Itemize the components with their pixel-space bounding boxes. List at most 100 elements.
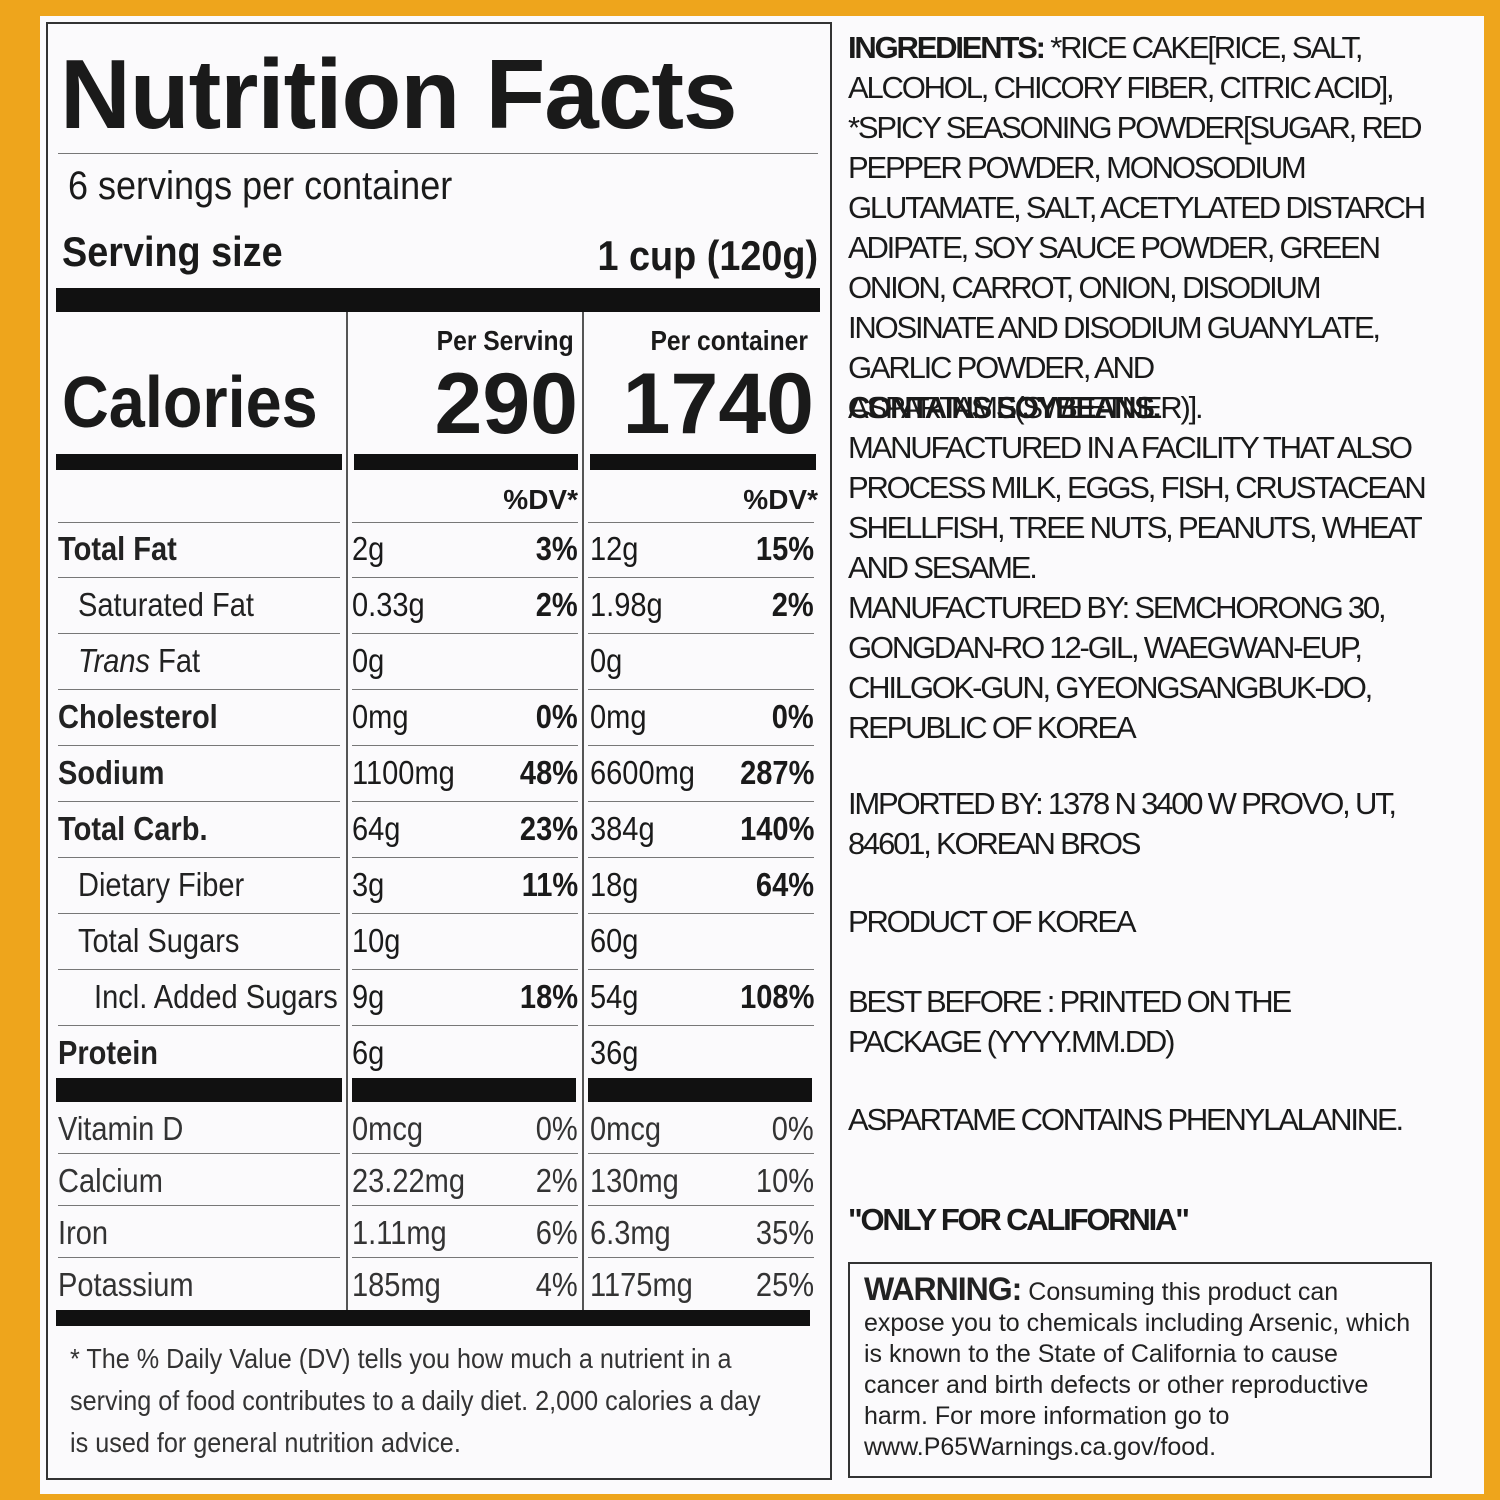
ingredients-text: *RICE CAKE[RICE, SALT, ALCOHOL, CHICORY …	[848, 30, 1426, 425]
rule	[352, 522, 578, 523]
rule	[588, 633, 814, 634]
percent: 4%	[536, 1266, 578, 1303]
facility: MANUFACTURED IN A FACILITY THAT ALSO PRO…	[848, 430, 1427, 585]
calories-label: Calories	[62, 363, 318, 443]
rule	[352, 745, 578, 746]
calories-container: 1740	[622, 356, 814, 452]
amount: 2g	[352, 530, 385, 567]
percent: 2%	[536, 1162, 578, 1199]
dv-header: %DV*	[743, 484, 818, 515]
warning-label: WARNING:	[864, 1271, 1022, 1307]
rule	[58, 153, 818, 154]
rule	[588, 1257, 814, 1258]
row-label: Total Carb.	[58, 810, 208, 847]
rule	[352, 633, 578, 634]
amount: 0mg	[590, 698, 647, 735]
aspartame: ASPARTAME CONTAINS PHENYLALANINE.	[848, 1102, 1404, 1137]
percent: 0%	[536, 698, 578, 735]
percent: 0%	[772, 1110, 814, 1147]
serving-size-label: Serving size	[62, 228, 283, 275]
rule	[58, 913, 340, 914]
title: Nutrition Facts	[60, 39, 737, 149]
ingredients: INGREDIENTS: *RICE CAKE[RICE, SALT, ALCO…	[848, 28, 1468, 425]
bar	[588, 1078, 812, 1102]
info-column: INGREDIENTS: *RICE CAKE[RICE, SALT, ALCO…	[848, 28, 1468, 1240]
row-label: Vitamin D	[58, 1110, 184, 1147]
amount: 1100mg	[352, 754, 455, 791]
amount: 130mg	[590, 1162, 679, 1199]
rule	[58, 1153, 340, 1154]
row-label: Dietary Fiber	[78, 866, 245, 903]
thick-bar	[56, 288, 820, 312]
row-label: Trans Fat	[78, 642, 200, 680]
rule	[58, 801, 340, 802]
rule	[352, 913, 578, 914]
row-label: Protein	[58, 1034, 159, 1071]
amount: 6600mg	[590, 754, 695, 791]
rule	[352, 577, 578, 578]
rule	[58, 857, 340, 858]
row-label: Sodium	[58, 754, 165, 791]
rule	[588, 689, 814, 690]
row-label: Incl. Added Sugars	[94, 978, 338, 1015]
amount: 6.3mg	[590, 1214, 671, 1251]
rule	[58, 745, 340, 746]
rule	[58, 633, 340, 634]
row-label: Total Sugars	[78, 922, 240, 959]
bar	[352, 1078, 576, 1102]
amount: 60g	[590, 922, 639, 959]
rule	[588, 801, 814, 802]
percent: 18%	[519, 978, 578, 1015]
rule	[352, 1257, 578, 1258]
rule	[58, 969, 340, 970]
percent: 35%	[755, 1214, 814, 1251]
row-label-text: Fat	[158, 642, 201, 679]
row-label: Calcium	[58, 1162, 163, 1199]
percent: 11%	[521, 866, 578, 903]
amount: 0g	[352, 642, 385, 679]
rule	[588, 522, 814, 523]
ingredients-label: INGREDIENTS:	[848, 30, 1046, 65]
amount: 6g	[352, 1034, 385, 1071]
amount: 0mcg	[590, 1110, 662, 1147]
rule	[58, 577, 340, 578]
percent: 25%	[755, 1266, 814, 1303]
rule	[352, 1025, 578, 1026]
warning-text: Consuming this product can expose you to…	[864, 1278, 1411, 1461]
amount: 1.98g	[590, 586, 663, 623]
amount: 64g	[352, 810, 401, 847]
serving-size: 1 cup (120g)	[597, 232, 818, 279]
contains: CONTAINS SOYBEANS.	[848, 390, 1161, 425]
rule	[588, 969, 814, 970]
importer: IMPORTED BY: 1378 N 3400 W PROVO, UT, 84…	[848, 786, 1397, 861]
rule	[58, 1025, 340, 1026]
amount: 0mg	[352, 698, 409, 735]
california: "ONLY FOR CALIFORNIA"	[848, 1202, 1190, 1237]
rule	[352, 1153, 578, 1154]
row-label: Iron	[58, 1214, 109, 1251]
per-container: Per container	[650, 325, 808, 356]
amount: 185mg	[352, 1266, 441, 1303]
percent: 48%	[519, 754, 578, 791]
amount: 384g	[590, 810, 655, 847]
dv-header: %DV*	[503, 484, 578, 515]
rule	[58, 1257, 340, 1258]
rule	[352, 969, 578, 970]
rule	[352, 857, 578, 858]
percent: 0%	[772, 698, 814, 735]
amount: 12g	[590, 530, 639, 567]
row-label: Cholesterol	[58, 698, 218, 735]
percent: 287%	[739, 754, 814, 791]
row-label-italic: Trans	[78, 642, 151, 679]
divider	[346, 312, 348, 1310]
rule	[588, 1025, 814, 1026]
amount: 36g	[590, 1034, 639, 1071]
warning-box: WARNING: Consuming this product can expo…	[848, 1262, 1432, 1478]
manufacturer: MANUFACTURED BY: SEMCHORONG 30, GONGDAN-…	[848, 590, 1387, 745]
rule	[588, 913, 814, 914]
servings: 6 servings per container	[68, 164, 453, 208]
amount: 0g	[590, 642, 623, 679]
best-before: BEST BEFORE : PRINTED ON THE PACKAGE (YY…	[848, 984, 1292, 1059]
bar	[590, 454, 816, 470]
